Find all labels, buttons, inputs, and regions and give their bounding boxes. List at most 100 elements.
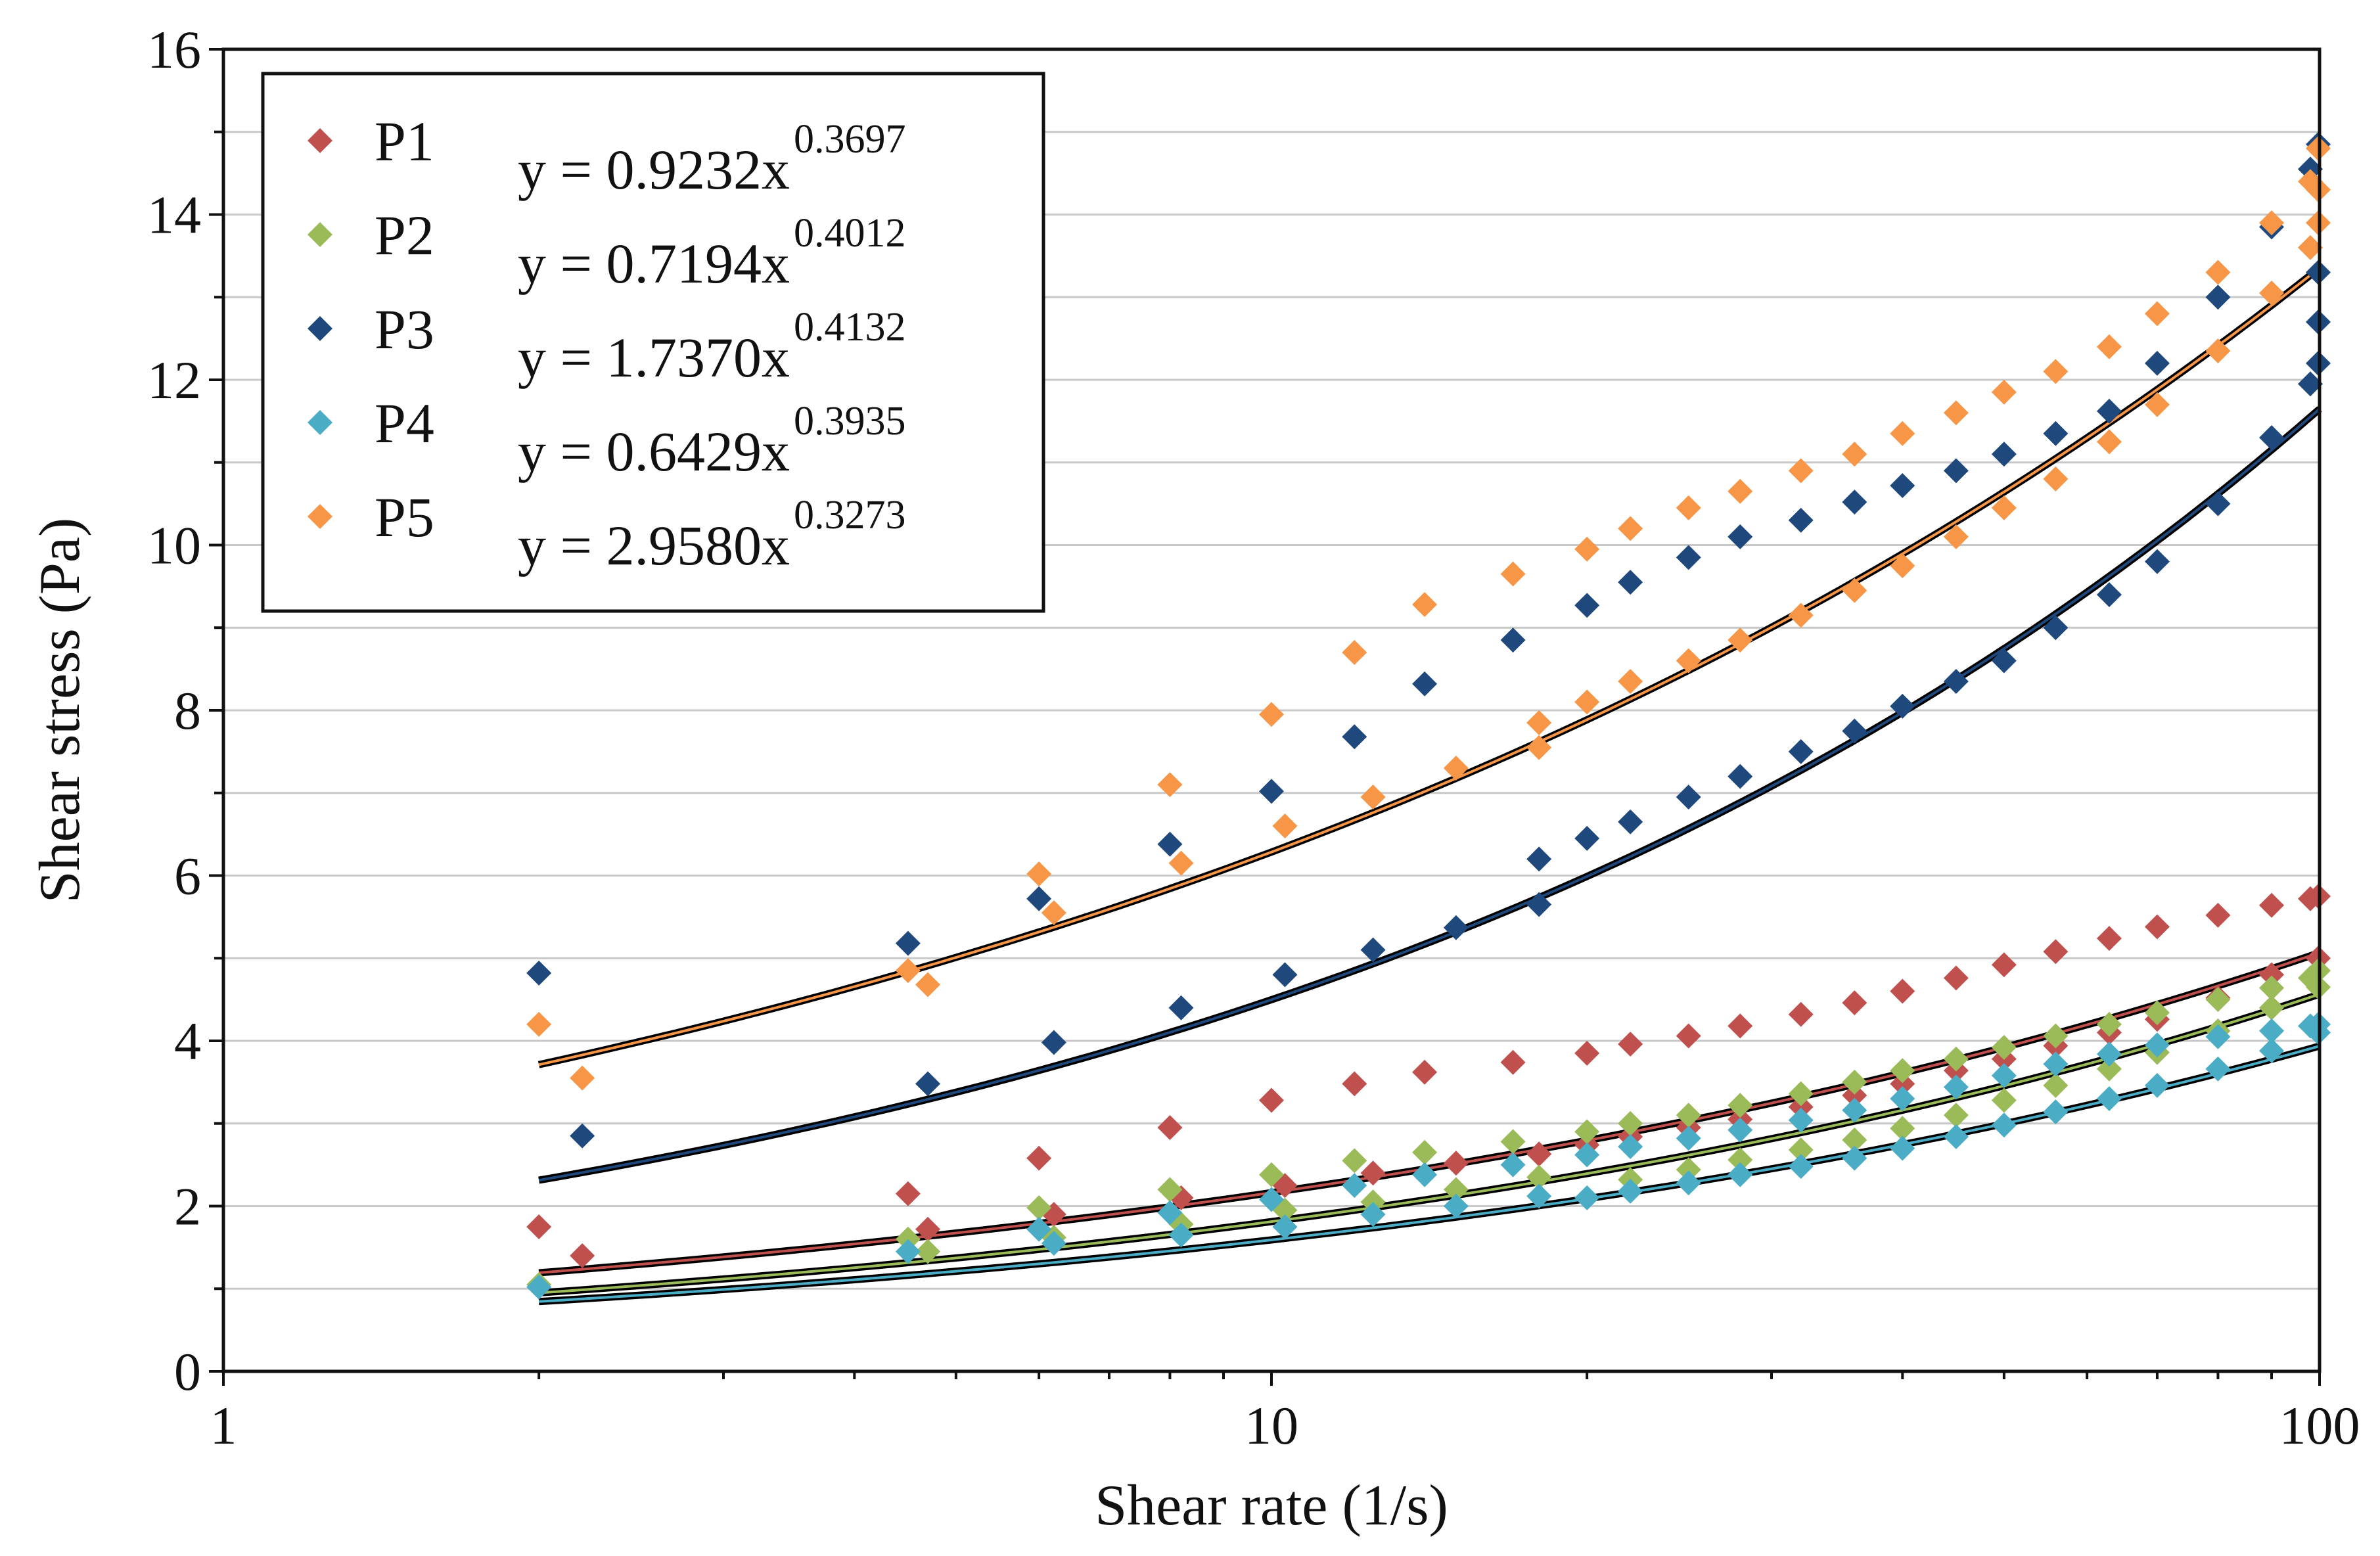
data-point-p3 [1676, 785, 1701, 810]
data-point-p3 [1443, 915, 1469, 940]
axis-ticks [209, 48, 2321, 1386]
data-point-p5 [1676, 648, 1701, 674]
data-point-p3 [2043, 421, 2069, 446]
data-point-p3 [2144, 350, 2170, 376]
data-point-p1 [895, 1181, 921, 1206]
data-point-p3 [570, 1123, 595, 1149]
data-point-p1 [1728, 1013, 1753, 1039]
y-tick-label: 12 [147, 350, 201, 410]
data-point-p3 [1412, 671, 1438, 697]
data-point-p1 [1443, 1151, 1469, 1176]
data-point-p2 [1890, 1116, 1915, 1141]
data-point-p5 [1728, 628, 1753, 653]
data-point-p4 [1991, 1112, 2017, 1138]
data-point-p4 [1574, 1185, 1600, 1210]
data-point-p1 [1026, 1145, 1052, 1171]
data-point-p2 [2144, 1000, 2170, 1026]
data-point-p2 [1943, 1103, 1969, 1128]
data-point-p5 [2144, 301, 2170, 327]
data-point-p1 [1500, 1049, 1526, 1075]
data-point-p4 [1943, 1124, 1969, 1149]
data-point-p1 [1788, 1094, 1814, 1120]
data-point-p3 [1842, 718, 1867, 744]
data-point-p3 [1788, 507, 1814, 533]
legend-box [261, 72, 1045, 613]
y-tick-label: 0 [174, 1342, 201, 1402]
data-point-p2 [1788, 1081, 1814, 1107]
y-axis-title: Shear stress (Pa) [28, 518, 92, 904]
data-point-p2 [2259, 975, 2285, 1001]
data-point-p2 [1259, 1162, 1284, 1187]
legend-equation-p3: y = 1.7370x [518, 326, 790, 389]
y-tick-label: 6 [174, 846, 201, 906]
legend-exponent-p4: 0.3935 [794, 399, 906, 444]
data-point-p4 [2259, 1018, 2285, 1043]
data-point-p4 [1272, 1214, 1298, 1239]
data-point-p5 [1342, 639, 1367, 665]
data-point-p5 [1728, 478, 1753, 504]
data-point-p1 [1157, 1115, 1183, 1141]
data-point-p4 [1842, 1097, 1867, 1123]
data-point-p4 [1728, 1117, 1753, 1143]
data-point-p3 [1991, 442, 2017, 467]
data-point-p1 [2043, 939, 2069, 965]
legend-label-p2: P2 [375, 204, 434, 267]
data-point-p2 [1574, 1119, 1600, 1145]
data-point-p5 [1618, 668, 1643, 694]
data-point-p4 [895, 1239, 921, 1264]
y-tick-label: 14 [147, 185, 201, 245]
data-point-p4 [2096, 1086, 2122, 1112]
data-points [526, 131, 2331, 1300]
data-point-p1 [1618, 1032, 1643, 1057]
data-point-p1 [2259, 892, 2285, 918]
y-tick-label: 4 [174, 1011, 201, 1071]
data-point-p4 [526, 1274, 552, 1300]
data-point-p3 [915, 1071, 940, 1097]
legend-equation-p2: y = 0.7194x [518, 232, 790, 295]
data-point-p4 [1342, 1173, 1367, 1199]
data-point-p3 [1526, 892, 1552, 917]
y-tick-label: 10 [147, 516, 201, 576]
data-point-p1 [570, 1243, 595, 1268]
data-point-p2 [1842, 1127, 1867, 1153]
data-point-p4 [2144, 1072, 2170, 1098]
data-point-p4 [1676, 1170, 1701, 1196]
data-point-p4 [1728, 1162, 1753, 1187]
fit-curves [538, 265, 2322, 1306]
data-point-p3 [2205, 491, 2231, 516]
data-point-p4 [1026, 1216, 1052, 1242]
data-point-p2 [1728, 1147, 1753, 1173]
data-point-p2 [1842, 1069, 1867, 1095]
data-point-p3 [1360, 937, 1386, 963]
data-point-p5 [1574, 689, 1600, 715]
legend-equation-p4: y = 0.6429x [518, 420, 790, 483]
data-point-p4 [1500, 1152, 1526, 1178]
data-point-p2 [1890, 1058, 1915, 1084]
legend-marker-p1 [308, 128, 332, 153]
data-point-p4 [1890, 1135, 1915, 1161]
data-point-p5 [1168, 850, 1194, 876]
data-point-p4 [1412, 1162, 1438, 1187]
data-point-p5 [895, 958, 921, 984]
legend: P1 y = 0.9232x 0.3697 P2 y = 0.7194x 0.4012 P3… [261, 72, 1045, 613]
data-point-p5 [2043, 466, 2069, 492]
data-point-p3 [1728, 764, 1753, 789]
data-point-p4 [1574, 1142, 1600, 1168]
data-point-p5 [1272, 813, 1298, 839]
data-point-p2 [1728, 1093, 1753, 1118]
data-point-p3 [1943, 668, 1969, 694]
data-point-p5 [1026, 861, 1052, 886]
data-point-p1 [1360, 1160, 1386, 1186]
data-point-p5 [2259, 280, 2285, 306]
legend-marker-p5 [308, 504, 332, 529]
data-point-p3 [2096, 582, 2122, 607]
data-point-p4 [2043, 1051, 2069, 1077]
data-point-p5 [1526, 710, 1552, 735]
data-point-p5 [526, 1011, 552, 1037]
data-point-p3 [1890, 472, 1915, 498]
y-tick-label: 2 [174, 1177, 201, 1237]
data-point-p3 [1168, 995, 1194, 1020]
data-point-p4 [1788, 1154, 1814, 1179]
data-point-p1 [915, 1216, 940, 1242]
data-point-p4 [1991, 1063, 2017, 1088]
